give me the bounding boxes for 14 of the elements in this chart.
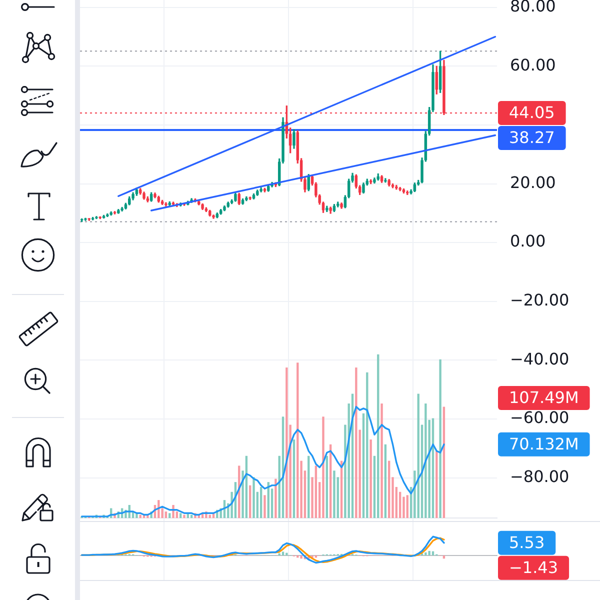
y-tick-label: 20.00: [510, 172, 556, 192]
text: 5.53: [509, 532, 545, 552]
y-tick-label: −20.00: [510, 290, 570, 310]
text: 70.132M: [509, 434, 579, 454]
y-tick-label: 60.00: [510, 55, 556, 74]
y-tick-label: −40.00: [510, 349, 570, 368]
ref-line-label: 44.05: [509, 103, 555, 122]
y-tick-label: 0.00: [510, 232, 546, 251]
ref-line-label: 38.27: [509, 128, 555, 148]
y-tick-label: 80.00: [510, 0, 556, 16]
y-tick-label: −80.00: [510, 466, 570, 486]
text: −1.43: [509, 558, 558, 577]
y-tick-label: −60.00: [510, 408, 570, 428]
text: 107.49M: [509, 388, 579, 408]
